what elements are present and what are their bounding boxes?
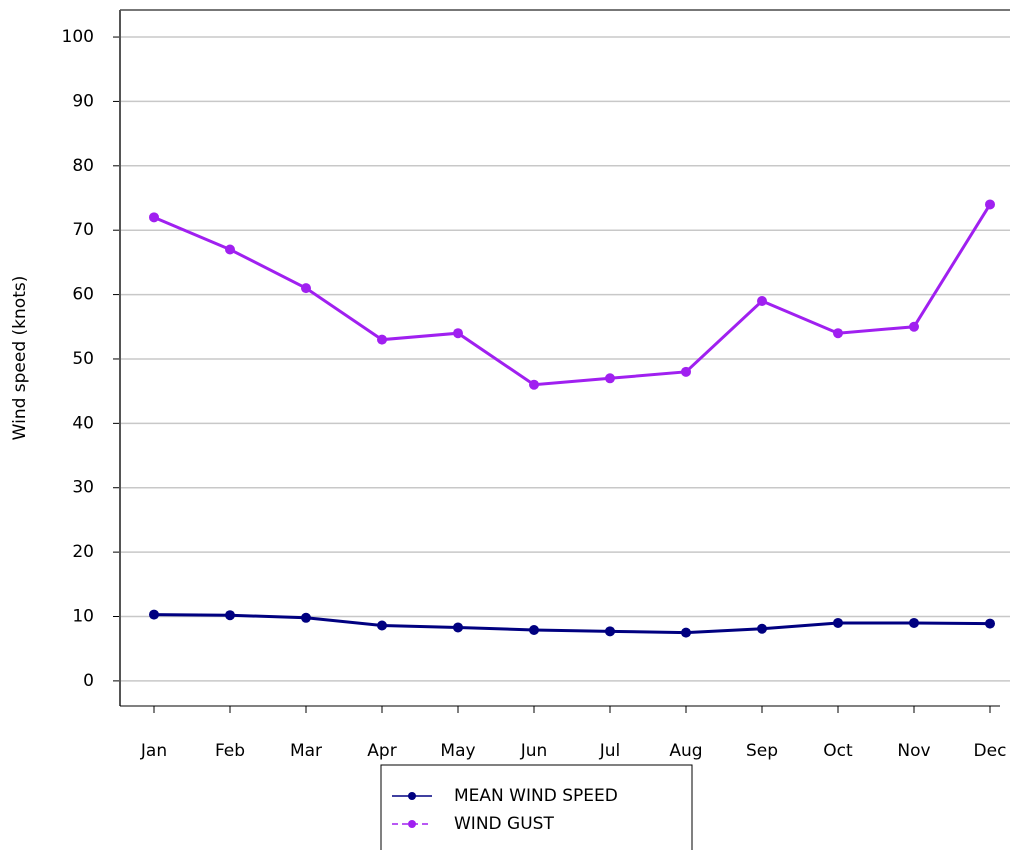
point: [681, 366, 691, 377]
point: [529, 379, 539, 390]
y-tick-label: 20: [72, 542, 94, 562]
point: [985, 199, 995, 210]
point: [301, 283, 311, 294]
y-tick-label: 80: [72, 156, 94, 176]
point: [909, 321, 919, 332]
point: [605, 626, 615, 637]
x-tick-label: Sep: [746, 741, 778, 761]
legend-marker: [408, 820, 416, 828]
x-tick-label: May: [440, 741, 475, 761]
x-tick-label: Jan: [140, 741, 167, 761]
point: [757, 623, 767, 634]
point: [149, 609, 159, 620]
x-tick-label: Dec: [974, 741, 1007, 761]
legend-marker: [408, 792, 416, 800]
point: [453, 328, 463, 339]
y-tick-label: 90: [72, 91, 94, 111]
y-axis-label: Wind speed (knots): [10, 276, 30, 441]
x-tick-label: Apr: [367, 741, 396, 761]
x-tick-label: Mar: [290, 741, 322, 761]
x-tick-label: Nov: [897, 741, 930, 761]
y-tick-label: 60: [72, 285, 94, 305]
x-tick-label: Jun: [520, 741, 548, 761]
series-line: [153, 203, 992, 387]
point: [377, 334, 387, 345]
legend-box: [380, 764, 693, 850]
x-tick-label: Jul: [599, 741, 621, 761]
x-tick-label: Aug: [669, 741, 702, 761]
series-line: [153, 613, 991, 635]
y-tick-label: 10: [72, 607, 94, 627]
point: [681, 627, 691, 638]
x-tick-label: Oct: [823, 741, 853, 761]
point: [149, 212, 159, 223]
point: [225, 244, 235, 255]
point: [377, 620, 387, 631]
y-tick-label: 0: [83, 671, 94, 691]
point: [225, 610, 235, 621]
point: [757, 296, 767, 307]
y-tick-label: 70: [72, 220, 94, 240]
point: [453, 622, 463, 633]
point: [909, 617, 919, 628]
point: [529, 625, 539, 636]
point: [833, 617, 843, 628]
x-tick-label: Feb: [215, 741, 245, 761]
y-tick-label: 100: [62, 27, 94, 47]
y-tick-label: 40: [72, 413, 94, 433]
y-tick-label: 50: [72, 349, 94, 369]
point: [301, 612, 311, 623]
y-tick-label: 30: [72, 478, 94, 498]
point: [985, 618, 995, 629]
legend-label: WIND GUST: [454, 814, 554, 834]
legend-label: MEAN WIND SPEED: [454, 786, 618, 806]
point: [605, 373, 615, 384]
point: [833, 328, 843, 339]
